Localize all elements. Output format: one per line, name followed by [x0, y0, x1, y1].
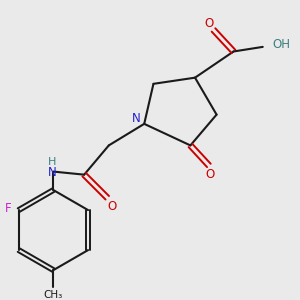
Text: OH: OH	[272, 38, 290, 51]
Text: F: F	[4, 202, 11, 215]
Text: O: O	[206, 167, 215, 181]
Text: O: O	[107, 200, 116, 213]
Text: CH₃: CH₃	[44, 290, 63, 300]
Text: N: N	[132, 112, 141, 125]
Text: N: N	[47, 166, 56, 179]
Text: H: H	[48, 157, 56, 167]
Text: O: O	[204, 17, 214, 30]
